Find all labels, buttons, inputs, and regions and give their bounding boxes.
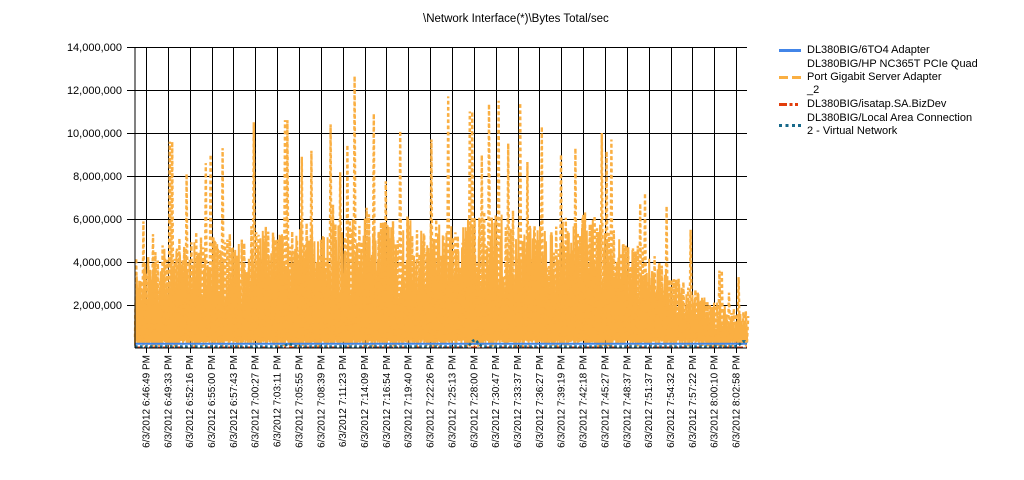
- legend-label-line: DL380BIG/6TO4 Adapter: [807, 44, 930, 56]
- legend-label: DL380BIG/HP NC365T PCIe Quad Port Gigabi…: [807, 58, 1024, 97]
- svg-text:6/3/2012 8:00:10 PM: 6/3/2012 8:00:10 PM: [710, 355, 721, 448]
- chart-title: \Network Interface(*)\Bytes Total/sec: [423, 13, 609, 25]
- svg-text:6/3/2012 7:30:47 PM: 6/3/2012 7:30:47 PM: [491, 355, 502, 448]
- svg-text:6/3/2012 6:46:49 PM: 6/3/2012 6:46:49 PM: [141, 355, 152, 448]
- svg-text:6/3/2012 7:19:40 PM: 6/3/2012 7:19:40 PM: [404, 355, 415, 448]
- legend-label-line: 2 - Virtual Network: [807, 125, 898, 137]
- legend-label: DL380BIG/isatap.SA.BizDev: [807, 98, 1024, 111]
- svg-text:6/3/2012 7:28:00 PM: 6/3/2012 7:28:00 PM: [469, 355, 480, 448]
- svg-text:8,000,000: 8,000,000: [73, 171, 122, 183]
- svg-text:6/3/2012 7:22:26 PM: 6/3/2012 7:22:26 PM: [426, 355, 437, 448]
- legend-dash-dot-line-icon: [779, 103, 801, 106]
- legend-label: DL380BIG/Local Area Connection 2 - Virtu…: [807, 112, 1024, 138]
- legend-item-hp-nc365t-adapter: DL380BIG/HP NC365T PCIe Quad Port Gigabi…: [779, 58, 1024, 97]
- svg-text:6/3/2012 7:54:32 PM: 6/3/2012 7:54:32 PM: [666, 355, 677, 448]
- legend: DL380BIG/6TO4 Adapter DL380BIG/HP NC365T…: [779, 44, 1024, 139]
- svg-text:14,000,000: 14,000,000: [67, 42, 122, 54]
- svg-text:6/3/2012 7:00:27 PM: 6/3/2012 7:00:27 PM: [251, 355, 262, 448]
- svg-text:6/3/2012 7:05:55 PM: 6/3/2012 7:05:55 PM: [294, 355, 305, 448]
- svg-text:2,000,000: 2,000,000: [73, 300, 122, 312]
- svg-text:6/3/2012 7:25:13 PM: 6/3/2012 7:25:13 PM: [447, 355, 458, 448]
- svg-text:10,000,000: 10,000,000: [67, 128, 122, 140]
- svg-text:6/3/2012 7:16:54 PM: 6/3/2012 7:16:54 PM: [382, 355, 393, 448]
- legend-label: DL380BIG/6TO4 Adapter: [807, 44, 1024, 57]
- legend-label-line: _2: [807, 84, 820, 96]
- svg-text:6/3/2012 7:45:27 PM: 6/3/2012 7:45:27 PM: [600, 355, 611, 448]
- legend-label-line: DL380BIG/isatap.SA.BizDev: [807, 98, 947, 110]
- legend-item-local-area-connection: DL380BIG/Local Area Connection 2 - Virtu…: [779, 112, 1024, 138]
- legend-label-line: DL380BIG/HP NC365T PCIe Quad: [807, 58, 978, 70]
- legend-solid-line-icon: [779, 49, 801, 52]
- legend-item-isatap: DL380BIG/isatap.SA.BizDev: [779, 98, 1024, 111]
- svg-text:6/3/2012 6:57:43 PM: 6/3/2012 6:57:43 PM: [229, 355, 240, 448]
- svg-text:6/3/2012 7:42:18 PM: 6/3/2012 7:42:18 PM: [579, 355, 590, 448]
- svg-text:6/3/2012 7:33:37 PM: 6/3/2012 7:33:37 PM: [513, 355, 524, 448]
- svg-text:6,000,000: 6,000,000: [73, 214, 122, 226]
- svg-text:6/3/2012 8:02:58 PM: 6/3/2012 8:02:58 PM: [732, 355, 743, 448]
- legend-dotted-line-icon: [779, 123, 801, 127]
- svg-text:6/3/2012 7:48:37 PM: 6/3/2012 7:48:37 PM: [622, 355, 633, 448]
- legend-item-6to4-adapter: DL380BIG/6TO4 Adapter: [779, 44, 1024, 57]
- legend-dashed-line-icon: [779, 76, 801, 79]
- svg-text:6/3/2012 7:14:09 PM: 6/3/2012 7:14:09 PM: [360, 355, 371, 448]
- svg-text:6/3/2012 7:57:22 PM: 6/3/2012 7:57:22 PM: [688, 355, 699, 448]
- legend-label-line: DL380BIG/Local Area Connection: [807, 112, 973, 124]
- svg-text:6/3/2012 7:36:27 PM: 6/3/2012 7:36:27 PM: [535, 355, 546, 448]
- svg-text:6/3/2012 7:39:19 PM: 6/3/2012 7:39:19 PM: [557, 355, 568, 448]
- svg-text:6/3/2012 7:03:11 PM: 6/3/2012 7:03:11 PM: [273, 355, 284, 447]
- svg-text:6/3/2012 7:11:23 PM: 6/3/2012 7:11:23 PM: [338, 355, 349, 447]
- svg-text:6/3/2012 6:49:33 PM: 6/3/2012 6:49:33 PM: [163, 355, 174, 448]
- svg-text:6/3/2012 6:52:16 PM: 6/3/2012 6:52:16 PM: [185, 355, 196, 448]
- svg-text:4,000,000: 4,000,000: [73, 257, 122, 269]
- svg-text:6/3/2012 7:08:39 PM: 6/3/2012 7:08:39 PM: [316, 355, 327, 448]
- legend-label-line: Port Gigabit Server Adapter: [807, 71, 942, 83]
- svg-text:6/3/2012 6:55:00 PM: 6/3/2012 6:55:00 PM: [207, 355, 218, 448]
- svg-text:6/3/2012 7:51:37 PM: 6/3/2012 7:51:37 PM: [644, 355, 655, 448]
- svg-text:12,000,000: 12,000,000: [67, 85, 122, 97]
